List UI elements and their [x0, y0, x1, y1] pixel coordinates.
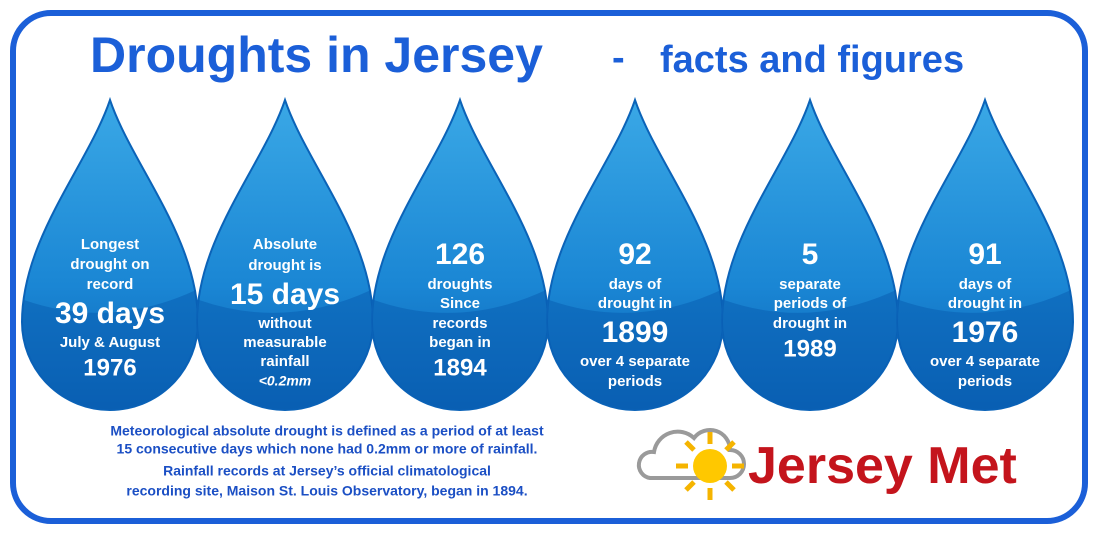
drop-shade — [197, 290, 373, 410]
drop-text: July & August — [60, 334, 160, 351]
drop-text: 5 — [802, 238, 819, 271]
note-text: recording site, Maison St. Louis Observa… — [126, 483, 527, 499]
drop-shade — [372, 290, 548, 410]
title-sub: facts and figures — [660, 39, 964, 81]
sun-rays — [676, 432, 744, 500]
drop-text: Longest — [81, 236, 139, 253]
drop-text: drought is — [248, 257, 321, 274]
note-text: Rainfall records at Jersey’s official cl… — [163, 463, 491, 479]
drop-text: over 4 separate — [580, 353, 690, 370]
drop-text: periods of — [774, 295, 848, 312]
drops: Longest drought on record 39 days July & Aug… — [20, 96, 1075, 411]
drop-text: 1976 — [83, 354, 136, 381]
drop-text: drought in — [948, 295, 1022, 312]
drop-shade — [547, 290, 723, 410]
drop-text: 39 days — [55, 297, 165, 330]
drop-text: record — [87, 276, 134, 293]
drop-text: 126 — [435, 238, 485, 271]
drop-text: over 4 separate — [930, 353, 1040, 370]
drop-text: 92 — [618, 238, 651, 271]
drop-text: 1894 — [433, 354, 487, 381]
note-text: Meteorological absolute drought is defin… — [110, 423, 544, 439]
drop-text: days of — [609, 276, 663, 293]
drop-text: 1899 — [602, 316, 669, 349]
drop-shade — [897, 290, 1073, 410]
cloud-icon — [636, 428, 746, 480]
drop-text: days of — [959, 276, 1013, 293]
title-dash: - — [612, 37, 625, 79]
drop-text: 15 days — [230, 278, 340, 311]
drop-text: began in — [429, 334, 491, 351]
title-main: Droughts in Jersey — [90, 27, 543, 83]
drop-text: <0.2mm — [259, 373, 312, 389]
logo: Jersey Met — [636, 428, 1017, 500]
drop-text: periods — [608, 373, 662, 390]
drop-text: separate — [779, 276, 841, 293]
drop-text: rainfall — [260, 353, 309, 370]
drop-text: measurable — [243, 334, 326, 351]
drop-text: drought on — [70, 256, 149, 273]
note-text: 15 consecutive days which none had 0.2mm… — [117, 441, 538, 457]
sun — [693, 449, 727, 483]
drop-text: drought in — [773, 315, 847, 332]
drop-shade — [722, 290, 898, 410]
drop-text: 1989 — [783, 335, 836, 362]
drop-text: without — [257, 315, 311, 332]
drop-text: Since — [440, 295, 480, 312]
drop-text: droughts — [428, 276, 493, 293]
drop-text: drought in — [598, 295, 672, 312]
drop-text: records — [432, 315, 487, 332]
drop-text: periods — [958, 373, 1012, 390]
drop-text: Absolute — [253, 236, 317, 253]
logo-text: Jersey Met — [748, 437, 1017, 495]
notes: Meteorological absolute drought is defin… — [110, 423, 544, 499]
drop-text: 1976 — [952, 316, 1019, 349]
drop-text: 91 — [968, 238, 1001, 271]
drop-shade — [22, 290, 198, 410]
